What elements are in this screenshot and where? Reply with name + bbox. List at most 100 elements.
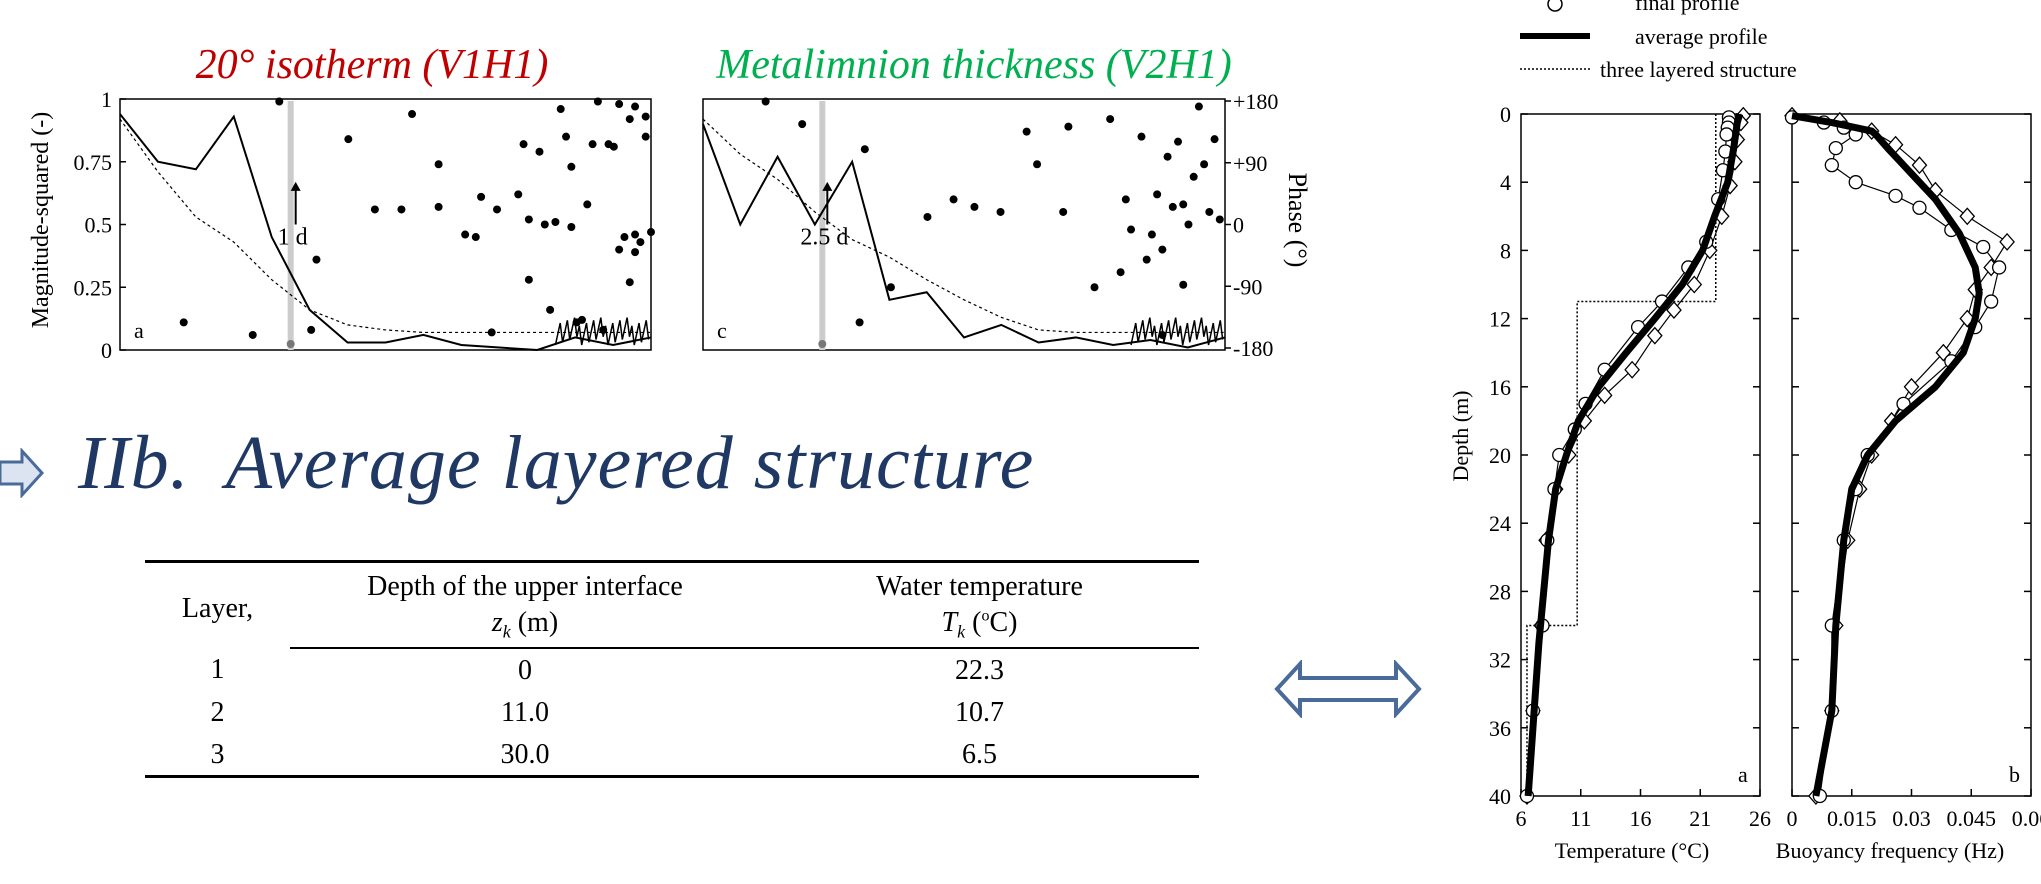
unit-open: ( [965, 607, 982, 638]
x-tick-label: 6 [1516, 806, 1527, 831]
phase-tick-label: 0 [1233, 213, 1244, 238]
diamond-marker [1624, 360, 1641, 379]
diamond-marker [1686, 275, 1703, 294]
phase-point [1090, 283, 1099, 292]
phase-point [949, 195, 958, 204]
depth-tick-label: 36 [1489, 716, 1511, 741]
diamond-marker [1903, 377, 1920, 396]
depth-axis-label: Depth (m) [1448, 390, 1473, 481]
phase-point [798, 120, 807, 129]
circle-marker [1976, 239, 1991, 255]
coherence-noise [1130, 317, 1224, 346]
phase-point [1174, 137, 1183, 146]
phase-point [535, 147, 544, 156]
header-temperature: Water temperature [876, 571, 1083, 602]
table-row: 3 30.0 6.5 [145, 729, 1199, 777]
panel-letter: b [2009, 762, 2020, 787]
circle-marker [1991, 260, 2007, 275]
buoyancy-axis-label: Buoyancy frequency (Hz) [1776, 838, 2004, 863]
phase-point [625, 115, 634, 124]
cell-depth: 30.0 [500, 738, 550, 770]
phase-point [1137, 132, 1146, 141]
section-number: IIb. [78, 421, 190, 505]
x-tick-label: 11 [1570, 806, 1591, 831]
x-tick-label: 21 [1689, 806, 1711, 831]
circle-marker [1824, 157, 1839, 173]
phase-point [546, 305, 555, 314]
unit-degree: o [981, 607, 990, 625]
table-row: 2 11.0 10.7 [145, 687, 1199, 729]
period-label: 2.5 d [800, 225, 848, 251]
sub-k: k [957, 621, 966, 642]
phase-point [248, 330, 257, 339]
depth-tick-label: 4 [1500, 170, 1511, 195]
phase-point [886, 283, 895, 292]
panel-letter: c [717, 318, 727, 343]
diamond-marker [1999, 232, 2015, 251]
y-tick-label: 0.5 [85, 213, 113, 238]
circle-marker [1848, 175, 1863, 190]
x-tick-label: 0.06 [2012, 806, 2041, 831]
phase-point [524, 275, 533, 284]
phase-point [1064, 122, 1073, 131]
phase-point [970, 202, 979, 211]
depth-tick-label: 40 [1489, 784, 1511, 809]
x-tick-label: 0.03 [1892, 806, 1931, 831]
y-tick-label: 0 [101, 338, 112, 363]
phase-point [615, 245, 624, 254]
circle-marker [1912, 200, 1927, 215]
phase-point [567, 162, 576, 171]
phase-point [1189, 172, 1198, 181]
phase-tick-label: +180 [1233, 89, 1278, 114]
cell-temp: 10.7 [955, 696, 1004, 728]
phase-point [540, 220, 549, 229]
phase-point [1059, 207, 1068, 216]
phase-point [577, 315, 586, 324]
phase-point [1147, 230, 1156, 239]
phase-point [562, 132, 571, 141]
subheader-depth: zk (m) [290, 603, 760, 648]
phase-point [647, 228, 655, 237]
phase-point [615, 100, 624, 109]
significance-line [119, 118, 651, 334]
phase-point [477, 192, 486, 201]
average-profile-line [1524, 113, 1744, 797]
phase-point [609, 142, 618, 151]
phase-point [1168, 202, 1177, 211]
average-profile-line [1791, 112, 1983, 797]
y-tick-label: 1 [101, 87, 112, 112]
period-arrowhead [822, 181, 833, 191]
highlight-dot [286, 340, 295, 348]
phase-point [636, 238, 645, 247]
phase-point [1121, 195, 1130, 204]
phase-point [631, 248, 640, 257]
layer-table: Layer, Depth of the upper interface Wate… [145, 560, 1199, 778]
unit-m: (m) [510, 607, 559, 638]
legend-three-layer: three layered structure [1600, 57, 1797, 82]
phase-point [275, 97, 284, 106]
depth-tick-label: 24 [1489, 511, 1511, 536]
coherence-line [119, 113, 652, 352]
phase-point [524, 215, 533, 224]
phase-point [312, 255, 321, 264]
phase-point [593, 97, 602, 106]
phase-point [641, 112, 650, 121]
x-tick-label: 26 [1749, 806, 1771, 831]
diamond-marker [1666, 301, 1682, 320]
phase-point [855, 318, 864, 327]
cell-layer: 2 [210, 696, 225, 728]
phase-point [397, 205, 406, 214]
phase-point [1116, 268, 1125, 277]
depth-tick-label: 8 [1500, 238, 1511, 263]
chart-a-ylabel: Magnitude-squared (-) [28, 112, 54, 329]
diamond-marker [1646, 326, 1663, 345]
diamond-marker [1911, 156, 1928, 175]
chart-a-title: 20° isotherm (V1H1) [196, 42, 549, 88]
phase-point [487, 328, 496, 337]
phase-point [556, 105, 565, 114]
coherence-chart-c: Metalimnion thickness (V2H1) Phase (°) 2… [702, 42, 1312, 361]
cell-layer: 3 [210, 738, 225, 770]
phase-point [583, 200, 592, 209]
panel-letter: a [134, 318, 144, 343]
table-header-row: Layer, Depth of the upper interface Wate… [145, 561, 1199, 624]
